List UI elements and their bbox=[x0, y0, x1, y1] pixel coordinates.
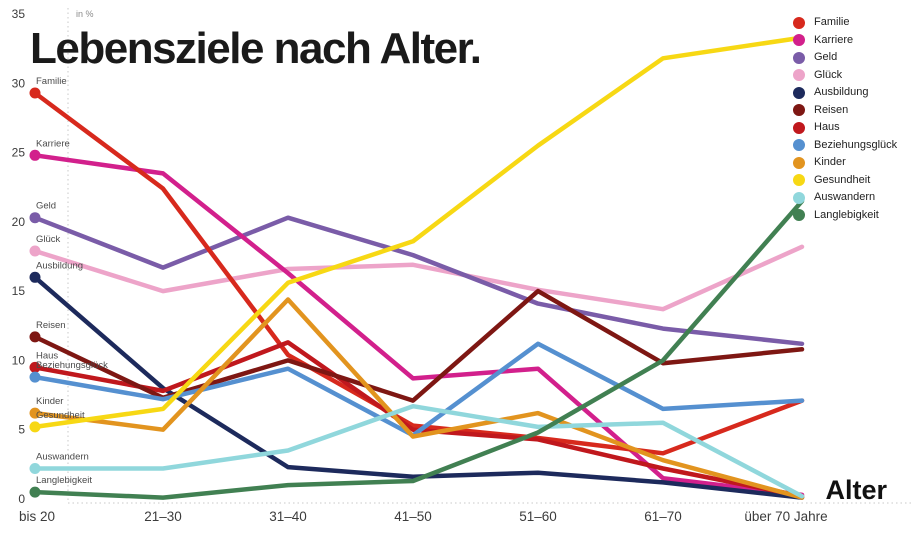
legend-label: Gesundheit bbox=[814, 173, 871, 186]
y-tick-label: 20 bbox=[12, 215, 26, 229]
series-line-geld bbox=[32, 215, 805, 347]
legend-color-dot bbox=[793, 104, 805, 117]
y-tick-label: 10 bbox=[12, 353, 26, 367]
legend-label: Reisen bbox=[814, 103, 849, 116]
series-start-dot bbox=[29, 331, 41, 343]
legend-item-langlebigkeit: Langlebigkeit bbox=[793, 207, 897, 225]
series-start-dot bbox=[29, 407, 41, 419]
legend-color-dot bbox=[793, 139, 805, 152]
series-line-reisen bbox=[32, 288, 805, 403]
series-inline-label: Reisen bbox=[36, 320, 66, 331]
series-line-haus bbox=[32, 340, 805, 499]
legend-color-dot bbox=[793, 69, 805, 82]
legend-label: Geld bbox=[814, 51, 838, 64]
series-start-dot bbox=[29, 371, 41, 383]
legend-label: Auswandern bbox=[814, 191, 876, 204]
series-line-familie bbox=[32, 90, 805, 456]
series-start-dot bbox=[29, 463, 41, 474]
series-line-kinder bbox=[32, 297, 805, 500]
legend-item-reisen: Reisen bbox=[793, 102, 897, 120]
series-start-dot bbox=[29, 271, 41, 283]
legend-label: Karriere bbox=[814, 33, 854, 46]
legend-color-dot bbox=[793, 191, 805, 204]
series-start-dot bbox=[29, 421, 41, 433]
x-axis-title: Alter bbox=[825, 475, 887, 505]
legend-color-dot bbox=[793, 121, 805, 134]
series-line-langlebigkeit bbox=[32, 198, 805, 500]
legend-item-auswandern: Auswandern bbox=[793, 189, 897, 207]
legend-item-karriere: Karriere bbox=[793, 32, 897, 50]
legend-item-ausbildung: Ausbildung bbox=[793, 84, 897, 102]
legend-item-geld: Geld bbox=[793, 49, 897, 67]
chart-legend: Familie Karriere Geld Glück Ausbildung Reisen… bbox=[793, 14, 897, 224]
legend-item-gesundheit: Gesundheit bbox=[793, 172, 897, 190]
legend-item-familie: Familie bbox=[793, 14, 897, 32]
series-start-dot bbox=[29, 361, 41, 373]
legend-label: Langlebigkeit bbox=[814, 208, 879, 221]
legend-color-dot bbox=[793, 16, 805, 29]
series-inline-label: Glück bbox=[36, 234, 61, 245]
x-tick-label: bis 20 bbox=[19, 509, 55, 524]
legend-color-dot bbox=[793, 209, 805, 222]
series-inline-label: Geld bbox=[36, 201, 56, 212]
series-start-dot bbox=[29, 87, 41, 99]
series-inline-label: Langlebigkeit bbox=[36, 475, 92, 486]
series-inline-label: Familie bbox=[36, 76, 67, 87]
legend-color-dot bbox=[793, 51, 805, 64]
series-inline-label: Haus bbox=[36, 350, 58, 361]
series-line-gesundheit bbox=[32, 35, 805, 430]
legend-label: Ausbildung bbox=[814, 86, 869, 99]
legend-label: Beziehungsglück bbox=[814, 138, 898, 151]
legend-item-haus: Haus bbox=[793, 119, 897, 137]
series-line-glück bbox=[32, 244, 805, 312]
legend-color-dot bbox=[793, 34, 805, 47]
legend-label: Kinder bbox=[814, 156, 846, 169]
legend-label: Haus bbox=[814, 121, 840, 134]
series-inline-label: Beziehungsglück bbox=[36, 360, 108, 371]
series-start-dot bbox=[29, 149, 41, 161]
legend-item-beziehungsglück: Beziehungsglück bbox=[793, 137, 897, 155]
legend-label: Familie bbox=[814, 16, 850, 29]
series-inline-label: Ausbildung bbox=[36, 260, 83, 271]
series-line-auswandern bbox=[32, 403, 805, 499]
x-tick-label: 41–50 bbox=[394, 509, 432, 524]
y-tick-label: 25 bbox=[12, 146, 26, 160]
x-tick-label: 21–30 bbox=[144, 509, 182, 524]
x-tick-label: 31–40 bbox=[269, 509, 307, 524]
y-tick-label: 35 bbox=[12, 7, 26, 21]
y-tick-label: 15 bbox=[12, 284, 26, 298]
series-line-karriere bbox=[32, 153, 805, 498]
y-tick-label: 5 bbox=[18, 423, 25, 437]
x-tick-label: 61–70 bbox=[644, 509, 682, 524]
x-tick-label: 51–60 bbox=[519, 509, 557, 524]
series-line-ausbildung bbox=[32, 275, 805, 500]
legend-item-glück: Glück bbox=[793, 67, 897, 85]
y-tick-label: 0 bbox=[18, 492, 25, 506]
legend-item-kinder: Kinder bbox=[793, 154, 897, 172]
legend-color-dot bbox=[793, 174, 805, 187]
series-start-dot bbox=[29, 486, 41, 498]
series-inline-label: Gesundheit bbox=[36, 410, 85, 421]
series-inline-label: Karriere bbox=[36, 138, 70, 149]
series-inline-label: Auswandern bbox=[36, 452, 89, 463]
series-start-dot bbox=[29, 245, 41, 257]
y-axis-unit-label: in % bbox=[76, 9, 94, 19]
legend-label: Glück bbox=[814, 68, 843, 81]
legend-color-dot bbox=[793, 156, 805, 169]
series-start-dot bbox=[29, 212, 41, 224]
legend-color-dot bbox=[793, 86, 805, 99]
x-tick-label: über 70 Jahre bbox=[744, 509, 827, 524]
series-inline-label: Kinder bbox=[36, 396, 63, 407]
y-tick-label: 30 bbox=[12, 76, 26, 90]
